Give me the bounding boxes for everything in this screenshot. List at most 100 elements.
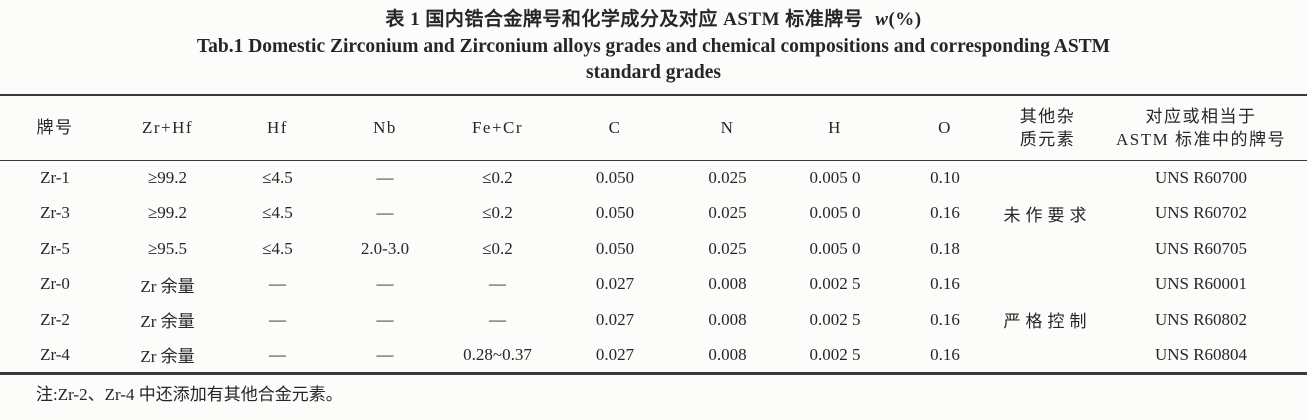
table-row: Zr-0 Zr 余量 — — — 0.027 0.008 0.002 5 0.16 UNS R60… — [0, 267, 1307, 303]
table-cell: — — [376, 168, 394, 187]
col-header-label: 牌号 — [36, 118, 74, 138]
table-cell: 0.008 — [708, 309, 747, 329]
unit-symbol: w — [875, 9, 889, 30]
table-cell: ≤0.2 — [482, 168, 513, 187]
table-cell: 0.025 — [708, 168, 747, 187]
header-row: 牌号 Zr+Hf Hf Nb Fe+Cr C N H O 其他杂 质元素 对应或… — [0, 94, 1307, 161]
table-cell: 0.28~0.37 — [440, 337, 555, 375]
table-row: Zr-3 ≥99.2 ≤4.5 — ≤0.2 0.050 0.025 0.005 0 0.16 未… — [0, 196, 1307, 232]
table-row: Zr-1 ≥99.2 ≤4.5 — ≤0.2 0.050 0.025 0.005 0 0.10 U… — [0, 160, 1307, 196]
col-header-label: Hf — [267, 118, 288, 138]
col-header-label: C — [608, 118, 622, 138]
table-cell: — — [330, 337, 440, 375]
col-header-label: N — [720, 118, 735, 138]
table-cell: Zr 余量 — [140, 312, 195, 332]
col-header-n: N — [675, 94, 780, 161]
table-title-zh-text: 表 1 国内锆合金牌号和化学成分及对应 ASTM 标准牌号 — [385, 9, 864, 30]
table-cell: 0.050 — [595, 238, 635, 258]
table-cell: — — [376, 203, 394, 223]
table-footnote: 注:Zr-2、Zr-4 中还添加有其他合金元素。 — [36, 384, 343, 404]
table-cell: 0.027 — [555, 337, 675, 375]
table-cell: Zr-2 — [40, 309, 70, 329]
table-cell: 0.027 — [595, 274, 635, 294]
table-cell: ≤0.2 — [482, 238, 513, 258]
table-row: Zr-2 Zr 余量 — — — 0.027 0.008 0.002 5 0.16 严格控制 UNS… — [0, 302, 1307, 338]
table-cell — [1000, 267, 1095, 303]
table-cell: 0.005 0 — [809, 168, 861, 187]
col-header-label: Zr+Hf — [141, 118, 194, 138]
table-cell: UNS R60700 — [1154, 168, 1248, 187]
col-header-nb: Nb — [330, 94, 440, 161]
table-cell: 0.005 0 — [809, 238, 861, 258]
table-cell: 2.0-3.0 — [360, 238, 410, 258]
unit-percent: (%) — [888, 9, 922, 30]
table-cell: — — [269, 309, 286, 329]
table-cell: UNS R60001 — [1154, 274, 1248, 294]
table-title-en-line2: standard grades — [586, 62, 721, 83]
table-cell: 0.16 — [930, 274, 960, 294]
table-row: Zr-5 ≥95.5 ≤4.5 2.0-3.0 ≤0.2 0.050 0.025 0.005 … — [0, 231, 1307, 267]
col-header-zr-hf: Zr+Hf — [110, 94, 225, 161]
table-cell: UNS R60802 — [1154, 309, 1248, 329]
table-cell: 0.10 — [930, 168, 960, 187]
composition-table: 牌号 Zr+Hf Hf Nb Fe+Cr C N H O 其他杂 质元素 对应或… — [0, 94, 1307, 375]
table-cell: 0.002 5 — [809, 274, 861, 294]
table-cell: Zr-0 — [40, 274, 70, 294]
table-cell: Zr 余量 — [110, 337, 225, 375]
col-header-label: H — [828, 118, 842, 138]
col-header-other-impurities: 其他杂 质元素 — [1000, 94, 1095, 161]
col-header-astm-grade: 对应或相当于 ASTM 标准中的牌号 — [1095, 94, 1307, 161]
table-cell: 0.025 — [708, 238, 747, 258]
table-cell: Zr 余量 — [140, 276, 195, 296]
col-header-grade: 牌号 — [0, 94, 110, 161]
table-cell: Zr-3 — [40, 203, 70, 223]
table-cell: ≥95.5 — [147, 238, 188, 258]
table-cell: 0.050 — [595, 168, 635, 187]
table-cell — [1000, 337, 1095, 375]
table-cell: 0.005 0 — [809, 203, 861, 223]
col-header-o: O — [890, 94, 1000, 161]
table-cell: ≤4.5 — [262, 168, 293, 187]
table-cell: 0.008 — [708, 274, 747, 294]
table-cell: ≤0.2 — [482, 203, 513, 223]
table-cell: UNS R60705 — [1154, 238, 1248, 258]
col-header-label: 对应或相当于 — [1145, 106, 1257, 126]
table-cell: — — [489, 274, 506, 294]
table-cell: — — [489, 309, 506, 329]
table-cell: 未作要求 — [1003, 205, 1092, 225]
col-header-label: O — [938, 118, 952, 138]
table-cell: Zr-1 — [40, 168, 70, 187]
table-cell: 0.002 5 — [780, 337, 890, 375]
table-cell: 严格控制 — [1003, 312, 1092, 332]
table-title-unit: w(%) — [875, 9, 921, 30]
table-cell: 0.16 — [930, 203, 960, 223]
table-cell: — — [225, 337, 330, 375]
table-cell: 0.008 — [675, 337, 780, 375]
table-cell: — — [376, 274, 394, 294]
table-cell: ≤4.5 — [262, 238, 293, 258]
table-body: Zr-1 ≥99.2 ≤4.5 — ≤0.2 0.050 0.025 0.005 0 0.10 U… — [0, 160, 1307, 375]
table-cell: UNS R60702 — [1154, 203, 1248, 223]
table-cell — [1000, 160, 1095, 196]
table-cell: 0.025 — [708, 203, 747, 223]
table-cell: 0.16 — [930, 309, 960, 329]
table-cell: ≥99.2 — [147, 168, 188, 187]
col-header-label: 其他杂 — [1019, 106, 1076, 126]
table-cell: 0.16 — [890, 337, 1000, 375]
col-header-label: ASTM 标准中的牌号 — [1116, 129, 1286, 149]
table-cell: 0.050 — [595, 203, 635, 223]
table-header: 牌号 Zr+Hf Hf Nb Fe+Cr C N H O 其他杂 质元素 对应或… — [0, 94, 1307, 161]
table-title-zh: 表 1 国内锆合金牌号和化学成分及对应 ASTM 标准牌号 w(%) — [0, 7, 1307, 33]
table-cell: — — [269, 274, 286, 294]
table-cell: 0.027 — [595, 309, 635, 329]
col-header-c: C — [555, 94, 675, 161]
col-header-label: Nb — [373, 118, 397, 138]
table-cell: 0.18 — [930, 238, 960, 258]
col-header-fe-cr: Fe+Cr — [440, 94, 555, 161]
table-title-en-line1: Tab.1 Domestic Zirconium and Zirconium a… — [196, 36, 1111, 57]
col-header-label: Fe+Cr — [471, 118, 524, 138]
table-cell: ≤4.5 — [262, 203, 293, 223]
col-header-label: 质元素 — [1019, 129, 1076, 149]
col-header-h: H — [780, 94, 890, 161]
